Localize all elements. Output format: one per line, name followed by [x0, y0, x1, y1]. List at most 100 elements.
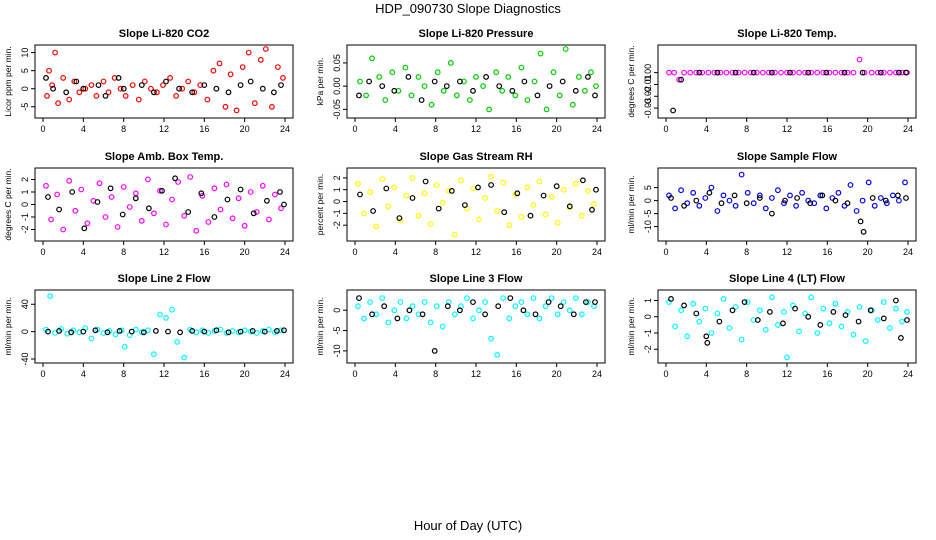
- data-point: [880, 299, 887, 306]
- data-point: [572, 87, 579, 94]
- x-tick-label: 16: [511, 369, 521, 379]
- data-point: [145, 205, 152, 212]
- data-point: [887, 325, 893, 332]
- data-point: [877, 195, 884, 201]
- data-point: [530, 295, 537, 302]
- data-point: [838, 69, 845, 76]
- data-point: [52, 49, 58, 56]
- data-point: [756, 192, 763, 199]
- data-point: [239, 64, 246, 70]
- data-point: [534, 92, 541, 99]
- data-point: [403, 192, 410, 199]
- data-point: [241, 222, 248, 229]
- data-point: [506, 315, 513, 322]
- data-point: [187, 174, 194, 180]
- data-point: [473, 73, 479, 80]
- data-point: [880, 315, 887, 322]
- data-point: [559, 78, 566, 85]
- data-point: [356, 295, 362, 302]
- data-point: [405, 73, 412, 80]
- data-point: [275, 64, 281, 70]
- data-point: [107, 185, 114, 192]
- data-point: [281, 327, 287, 334]
- data-point: [82, 85, 89, 92]
- chart-panel: Slope Sample Flow 0 4 8 12 16 20 24 -10 -5 0 5 ml/mi…: [626, 151, 917, 257]
- data-point: [696, 202, 703, 209]
- y-axis-label: ml/min per min.: [626, 175, 636, 233]
- data-point: [385, 319, 392, 326]
- x-tick-label: 0: [663, 247, 668, 257]
- x-tick-label: 4: [81, 369, 86, 379]
- data-point: [714, 208, 721, 214]
- data-point: [160, 82, 166, 88]
- data-point: [367, 299, 374, 306]
- data-point: [772, 69, 778, 76]
- data-point: [731, 192, 738, 199]
- data-point: [428, 101, 435, 108]
- data-point: [264, 197, 270, 204]
- data-point: [738, 336, 745, 343]
- data-point: [421, 299, 428, 306]
- data-point: [418, 97, 425, 103]
- y-tick-label: -10: [643, 220, 653, 233]
- data-point: [409, 303, 416, 310]
- y-tick-label: 5: [20, 68, 30, 73]
- data-point: [585, 73, 591, 80]
- data-point: [225, 329, 232, 336]
- data-point: [826, 69, 833, 76]
- data-point: [862, 338, 869, 345]
- x-tick-label: 16: [199, 369, 209, 379]
- data-point: [814, 69, 821, 76]
- x-tick-label: 8: [121, 247, 126, 257]
- data-point: [45, 328, 51, 335]
- x-tick-label: 4: [393, 124, 398, 134]
- data-point: [376, 73, 383, 80]
- data-point: [169, 196, 176, 203]
- x-tick-label: 16: [511, 247, 521, 257]
- data-point: [714, 310, 721, 317]
- data-point: [88, 82, 95, 88]
- y-tick-label: 10: [20, 48, 30, 58]
- data-point: [120, 184, 127, 190]
- data-point: [579, 212, 585, 219]
- data-point: [56, 206, 62, 213]
- data-point: [500, 295, 507, 302]
- x-tick-label: 12: [471, 124, 481, 134]
- x-tick-label: 20: [240, 247, 250, 257]
- data-point: [714, 69, 721, 76]
- data-point: [415, 73, 422, 80]
- x-tick-label: 24: [280, 247, 290, 257]
- data-point: [877, 69, 884, 76]
- data-point: [210, 67, 217, 74]
- data-point: [883, 200, 890, 207]
- data-point: [524, 311, 531, 318]
- data-point: [672, 323, 678, 330]
- y-axis-label: ml/min per min.: [315, 297, 325, 355]
- y-tick-label: 0.05: [332, 54, 342, 72]
- data-point: [793, 202, 799, 209]
- x-tick-label: 0: [352, 247, 357, 257]
- data-point: [676, 76, 682, 83]
- data-point: [545, 299, 552, 306]
- y-axis-label: percent per min.: [315, 174, 325, 235]
- data-point: [542, 211, 549, 218]
- data-point: [126, 204, 133, 210]
- data-point: [80, 328, 87, 335]
- data-point: [531, 78, 538, 85]
- data-point: [530, 202, 537, 209]
- data-point: [476, 307, 482, 314]
- data-point: [80, 85, 87, 92]
- data-point: [681, 302, 687, 309]
- data-point: [741, 69, 748, 76]
- data-point: [585, 299, 591, 306]
- data-point: [189, 328, 196, 334]
- data-point: [493, 69, 500, 76]
- data-point: [542, 303, 549, 310]
- data-point: [506, 222, 513, 229]
- data-point: [666, 69, 672, 76]
- data-point: [495, 303, 502, 310]
- panel-title: Slope Sample Flow: [737, 151, 838, 163]
- data-point: [153, 89, 160, 96]
- data-point: [217, 206, 224, 213]
- data-point: [543, 106, 550, 113]
